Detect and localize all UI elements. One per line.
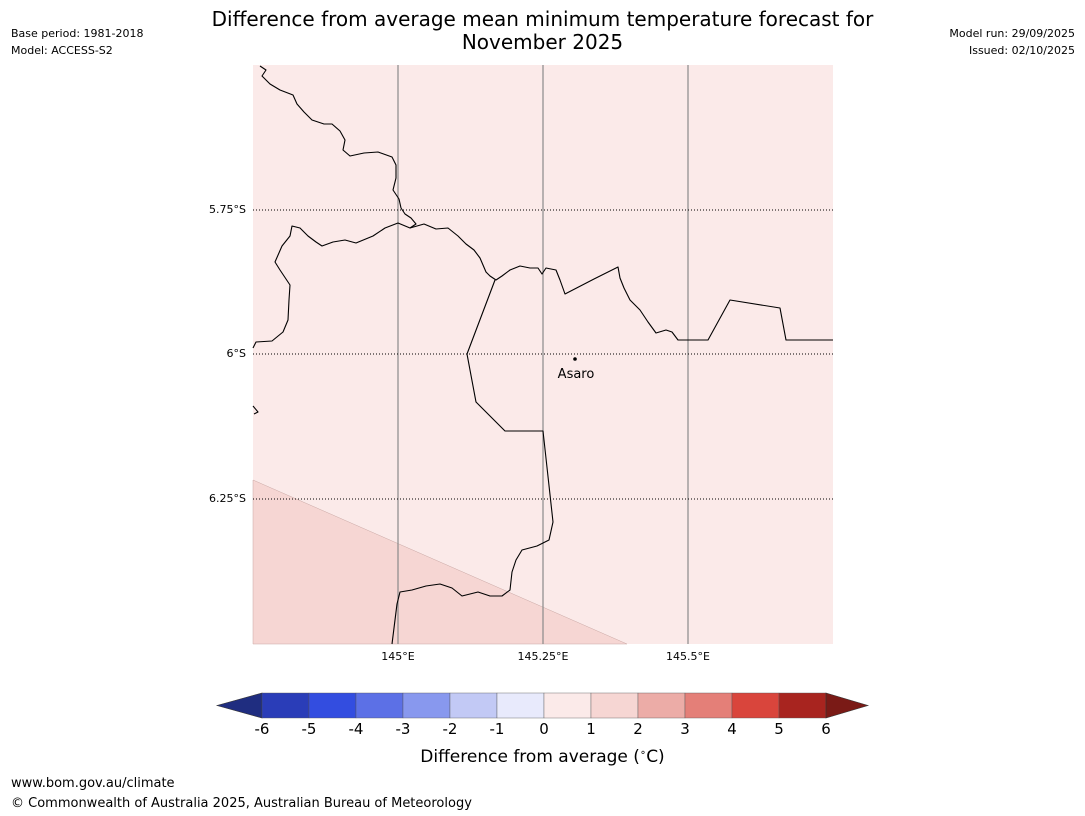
header-left: Base period: 1981-2018 Model: ACCESS-S2 xyxy=(11,25,143,59)
latitude-labels: 5.75°S 6°S 6.25°S xyxy=(209,203,246,505)
colorbar-segment xyxy=(731,692,780,719)
lon-label-145e: 145°E xyxy=(381,650,414,663)
colorbar-tick-label: 5 xyxy=(774,720,784,738)
colorbar-segment xyxy=(496,692,545,719)
colorbar-tick-label: 6 xyxy=(821,720,831,738)
footer-url: www.bom.gov.au/climate xyxy=(11,776,175,791)
lat-label-5-75s: 5.75°S xyxy=(209,203,246,216)
colorbar-segment xyxy=(590,692,639,719)
colorbar-segment xyxy=(543,692,592,719)
colorbar-tick-label: -2 xyxy=(442,720,458,738)
anomaly-region-1-2 xyxy=(252,479,628,645)
boundary-central-south xyxy=(391,279,554,645)
base-period-text: Base period: 1981-2018 xyxy=(11,27,144,40)
colorbar-segment xyxy=(637,692,686,719)
boundary-central-north xyxy=(409,223,833,341)
boundary-west-fragment xyxy=(252,405,259,415)
lon-label-145-5e: 145.5°E xyxy=(666,650,710,663)
asaro-marker xyxy=(573,357,577,361)
lat-label-6s: 6°S xyxy=(227,347,246,360)
model-text: Model: ACCESS-S2 xyxy=(11,44,113,57)
colorbar-tick-label: 3 xyxy=(680,720,690,738)
colorbar xyxy=(215,692,870,719)
province-boundaries xyxy=(252,65,833,645)
colorbar-extend-low xyxy=(215,692,263,719)
lat-label-6-25s: 6.25°S xyxy=(209,492,246,505)
colorbar-segment xyxy=(778,692,827,719)
colorbar-tick-label: -6 xyxy=(254,720,270,738)
footer-copyright: © Commonwealth of Australia 2025, Austra… xyxy=(11,796,472,811)
colorbar-label-unit: C) xyxy=(646,747,665,767)
colorbar-tick-label: 4 xyxy=(727,720,737,738)
colorbar-segment xyxy=(308,692,357,719)
model-run-text: Model run: 29/09/2025 xyxy=(949,27,1075,40)
place-label-asaro: Asaro xyxy=(558,367,595,382)
longitude-labels: 145°E 145.25°E 145.5°E xyxy=(381,650,710,663)
colorbar-tick-label: -3 xyxy=(395,720,411,738)
issued-text: Issued: 02/10/2025 xyxy=(968,44,1075,57)
boundary-north xyxy=(252,65,417,349)
colorbar-tick-label: -1 xyxy=(489,720,505,738)
page-title: Difference from average mean minimum tem… xyxy=(150,8,935,54)
header-right: Model run: 29/09/2025 Issued: 02/10/2025 xyxy=(949,25,1075,59)
colorbar-segment xyxy=(684,692,733,719)
colorbar-tick-label: 0 xyxy=(539,720,549,738)
colorbar-tick-label: 2 xyxy=(633,720,643,738)
lon-label-145-25e: 145.25°E xyxy=(518,650,569,663)
colorbar-segment xyxy=(402,692,451,719)
colorbar-tick-label: -4 xyxy=(348,720,364,738)
latitude-gridlines xyxy=(253,209,833,500)
colorbar-label-text: Difference from average ( xyxy=(420,747,640,767)
colorbar-tick-label: -5 xyxy=(301,720,317,738)
colorbar-tick-label: 1 xyxy=(586,720,596,738)
colorbar-segment xyxy=(449,692,498,719)
colorbar-segment xyxy=(261,692,310,719)
title-line-1: Difference from average mean minimum tem… xyxy=(211,7,874,31)
colorbar-segment xyxy=(355,692,404,719)
colorbar-label: Difference from average (∘C) xyxy=(420,747,665,767)
longitude-gridlines xyxy=(397,65,689,644)
colorbar-extend-high xyxy=(825,692,870,719)
title-line-2: November 2025 xyxy=(461,30,624,54)
